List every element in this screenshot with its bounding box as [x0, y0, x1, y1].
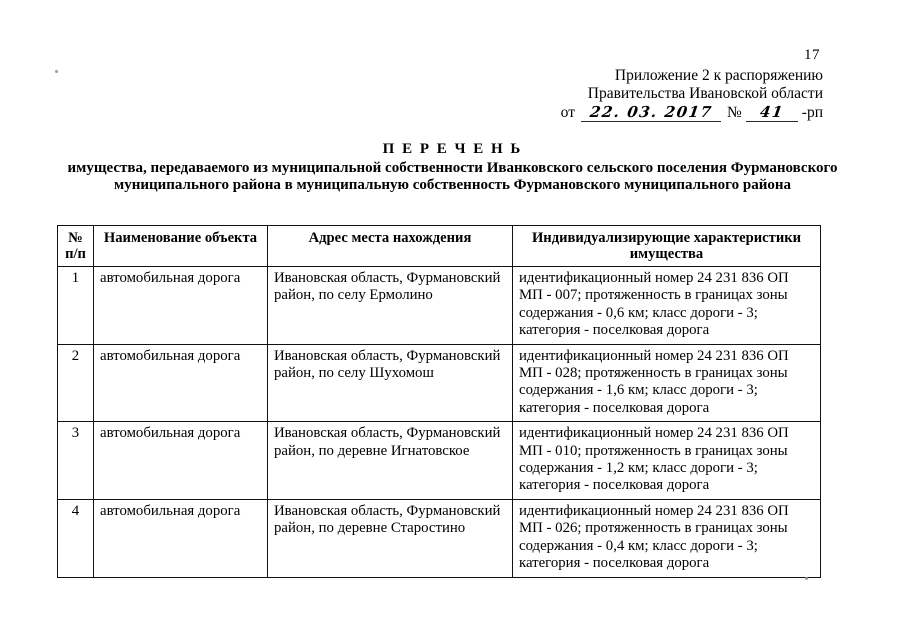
table-row: 4 автомобильная дорога Ивановская область,…: [57, 498, 821, 578]
table-header-row: № п/п Наименование объекта Адрес места н…: [57, 225, 821, 267]
table-row: 1 автомобильная дорога Ивановская область,…: [57, 266, 821, 345]
document-subtitle: имущества, передаваемого из муниципально…: [67, 160, 838, 193]
scan-speck: [55, 70, 58, 73]
appendix-header: Приложение 2 к распоряжению Правительств…: [561, 67, 823, 122]
cell-name: автомобильная дорога: [93, 343, 268, 423]
order-date-number-line: от 22. 03. 2017 № 41 -рп: [560, 103, 823, 122]
handwritten-date: 22. 03. 2017: [588, 103, 714, 121]
cell-characteristics: идентификационный номер 24 231 836 ОП МП…: [512, 343, 821, 423]
document-title: П Е Р Е Ч Е Н Ь: [382, 141, 523, 157]
cell-address: Ивановская область, Фурмановский район, …: [267, 498, 513, 578]
order-number-sign: №: [726, 104, 742, 121]
appendix-header-line2: Правительства Ивановской области: [587, 85, 823, 102]
scan-speck: [805, 577, 808, 580]
cell-address: Ивановская область, Фурмановский район, …: [267, 421, 513, 500]
page-number: 17: [804, 47, 820, 63]
cell-name: автомобильная дорога: [93, 498, 268, 578]
handwritten-number: 41: [758, 103, 786, 121]
order-number-suffix: -рп: [801, 104, 823, 121]
column-header-num-line2: п/п: [65, 246, 86, 262]
order-date-underline: 22. 03. 2017: [580, 103, 721, 122]
cell-characteristics: идентификационный номер 24 231 836 ОП МП…: [512, 421, 821, 500]
cell-name: автомобильная дорога: [93, 266, 268, 345]
cell-name: автомобильная дорога: [93, 421, 268, 500]
column-header-characteristics: Индивидуализирующие характеристики имуще…: [512, 225, 821, 267]
cell-num: 3: [57, 421, 94, 500]
appendix-header-line1: Приложение 2 к распоряжению: [614, 67, 823, 84]
property-table: № п/п Наименование объекта Адрес места н…: [57, 225, 821, 578]
cell-num: 4: [57, 498, 94, 578]
cell-characteristics: идентификационный номер 24 231 836 ОП МП…: [512, 266, 821, 345]
column-header-num: № п/п: [57, 225, 94, 267]
column-header-num-line1: №: [68, 230, 83, 246]
cell-characteristics: идентификационный номер 24 231 836 ОП МП…: [512, 498, 821, 578]
order-number-underline: 41: [745, 103, 798, 122]
cell-address: Ивановская область, Фурмановский район, …: [267, 343, 513, 423]
table-row: 2 автомобильная дорога Ивановская область,…: [57, 343, 821, 423]
cell-address: Ивановская область, Фурмановский район, …: [267, 266, 513, 345]
table-row: 3 автомобильная дорога Ивановская область,…: [57, 421, 821, 500]
cell-num: 1: [57, 266, 94, 345]
cell-num: 2: [57, 343, 94, 423]
column-header-address: Адрес места нахождения: [267, 225, 513, 267]
column-header-name: Наименование объекта: [93, 225, 268, 267]
order-date-prefix: от: [560, 104, 575, 121]
